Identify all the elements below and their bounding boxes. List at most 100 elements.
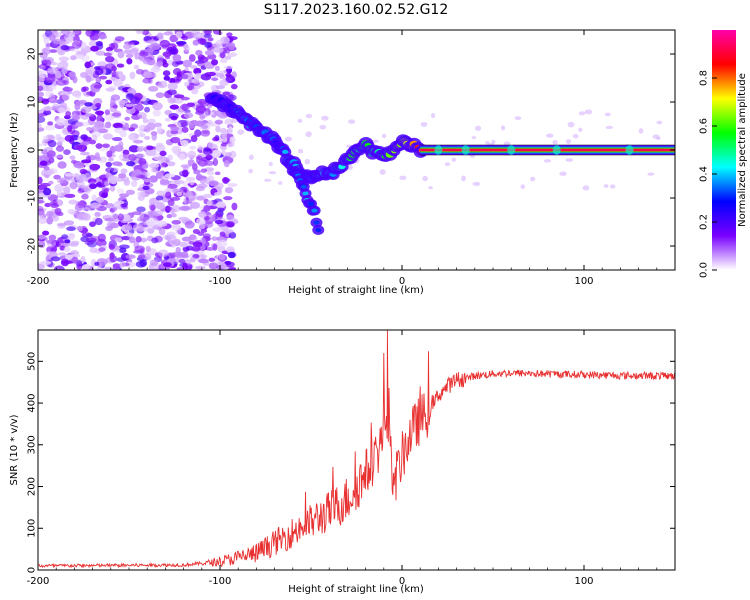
noise-blob — [148, 163, 160, 169]
noise-blob — [60, 44, 70, 51]
noise-blob — [197, 145, 204, 150]
noise-blob — [146, 145, 154, 151]
noise-blob — [195, 120, 205, 127]
noise-blob — [126, 160, 136, 167]
noise-blob — [150, 204, 156, 212]
noise-blob — [118, 193, 130, 198]
noise-blob — [196, 61, 206, 67]
faint-blob — [268, 171, 277, 175]
noise-blob — [158, 227, 166, 236]
noise-blob — [159, 150, 167, 157]
noise-blob — [38, 96, 44, 102]
noise-blob — [229, 52, 238, 57]
noise-blob — [80, 151, 90, 156]
faint-blob — [638, 128, 644, 134]
noise-blob — [220, 58, 228, 64]
noise-blob — [104, 181, 110, 187]
noise-blob — [225, 214, 235, 221]
noise-blob — [105, 79, 113, 85]
noise-blob — [187, 150, 197, 159]
ridge-core — [315, 227, 322, 232]
noise-blob — [210, 84, 220, 92]
faint-blob — [656, 120, 663, 125]
noise-blob — [189, 178, 195, 186]
band-blob — [552, 145, 561, 155]
noise-blob — [208, 180, 219, 187]
noise-blob — [48, 93, 56, 102]
noise-blob — [95, 156, 102, 161]
noise-blob — [183, 112, 194, 119]
noise-blob — [56, 141, 63, 147]
noise-blob — [118, 173, 127, 179]
faint-blob — [399, 175, 407, 180]
noise-blob — [159, 181, 171, 186]
y-tick-label: 100 — [27, 519, 38, 538]
faint-blob — [609, 184, 616, 189]
noise-blob — [212, 227, 223, 232]
noise-blob — [197, 231, 205, 236]
noise-blob — [61, 234, 69, 240]
noise-blob — [116, 188, 125, 194]
noise-blob — [220, 150, 227, 155]
colorbar-tick-label: 0.6 — [699, 118, 710, 134]
noise-blob — [225, 152, 233, 157]
noise-blob — [38, 110, 44, 114]
noise-blob — [103, 52, 112, 57]
noise-blob — [167, 183, 178, 189]
noise-blob — [146, 39, 158, 45]
noise-blob — [147, 74, 157, 78]
noise-blob — [105, 121, 112, 129]
noise-blob — [97, 233, 106, 242]
faint-blob — [305, 131, 312, 138]
faint-blob — [321, 115, 329, 121]
noise-blob — [169, 77, 176, 84]
noise-blob — [127, 88, 136, 93]
faint-blob — [420, 121, 428, 127]
noise-blob — [171, 145, 182, 154]
noise-blob — [65, 36, 74, 43]
noise-blob — [94, 110, 105, 116]
noise-blob — [122, 153, 131, 159]
colorbar-gradient — [712, 30, 736, 270]
noise-blob — [95, 40, 103, 47]
noise-blob — [53, 154, 64, 159]
noise-blob — [38, 235, 46, 240]
noise-blob — [121, 157, 130, 162]
faint-blob — [284, 136, 292, 142]
noise-blob — [142, 78, 152, 84]
noise-blob — [77, 188, 85, 194]
noise-blob — [225, 261, 235, 268]
noise-blob — [61, 67, 68, 75]
noise-blob — [73, 161, 85, 169]
noise-blob — [198, 211, 207, 218]
noise-blob — [230, 118, 239, 123]
noise-blob — [112, 207, 118, 211]
noise-blob — [86, 91, 93, 96]
noise-blob — [128, 133, 136, 139]
y-tick-label: -10 — [27, 190, 38, 206]
noise-blob — [227, 251, 236, 259]
noise-blob — [125, 103, 134, 108]
noise-blob — [227, 182, 238, 187]
noise-blob — [112, 263, 121, 269]
faint-blob — [428, 186, 433, 190]
noise-blob — [89, 221, 97, 227]
noise-blob — [158, 249, 169, 258]
noise-blob — [168, 240, 177, 245]
faint-blob — [472, 181, 481, 187]
noise-blob — [66, 226, 76, 232]
noise-blob — [227, 126, 233, 135]
noise-blob — [179, 241, 189, 248]
noise-blob — [156, 32, 164, 40]
noise-blob — [81, 41, 87, 49]
noise-blob — [130, 180, 138, 187]
colorbar-ticks: 0.0 0.2 0.4 0.6 0.8 — [699, 70, 717, 278]
noise-blob — [194, 72, 203, 80]
band-blob — [507, 145, 516, 155]
noise-blob — [38, 143, 43, 147]
noise-blob — [173, 179, 185, 185]
noise-blob — [120, 168, 128, 174]
noise-blob — [164, 117, 171, 122]
noise-blob — [197, 81, 205, 87]
